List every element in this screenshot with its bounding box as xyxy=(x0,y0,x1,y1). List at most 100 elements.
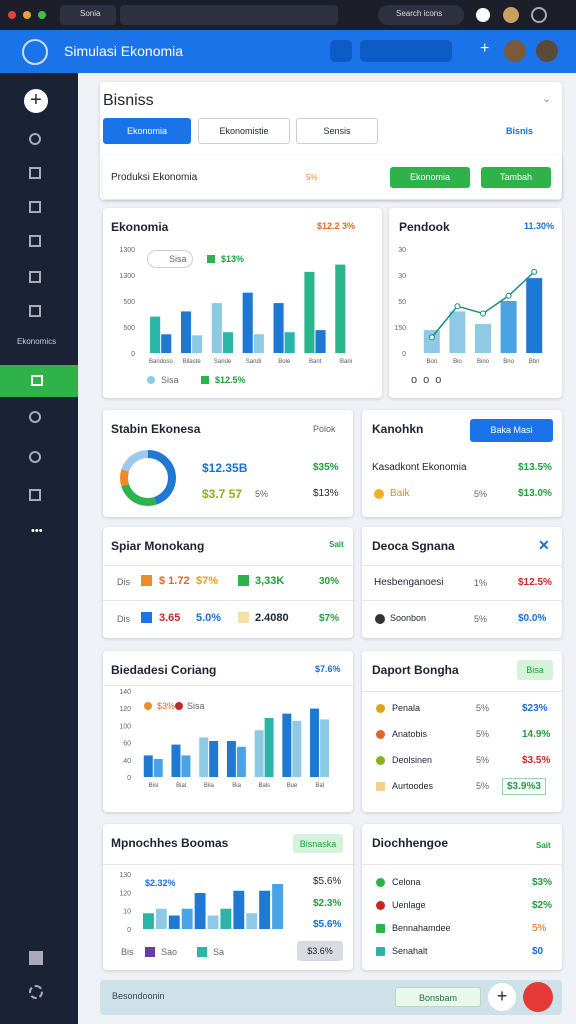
app-title: Simulasi Ekonomia xyxy=(64,43,184,59)
bar xyxy=(220,908,232,929)
y-axis-label: 1300 xyxy=(119,247,135,254)
x-tick-label: Bandoso xyxy=(149,359,173,365)
card-title: Diochhengoe xyxy=(372,836,449,850)
bar xyxy=(209,741,219,777)
header-link[interactable]: Bisnis xyxy=(506,126,534,136)
y-axis-label: 40 xyxy=(123,758,131,765)
donut-card: Stabin Ekonesa Polok $12.35B $35% $3.7 5… xyxy=(103,410,353,517)
x-tick-label: Bani xyxy=(340,359,352,365)
y-axis-label: 0 xyxy=(402,351,406,358)
window-max[interactable] xyxy=(38,11,46,19)
row-value: $0.0% xyxy=(518,613,547,624)
row-icon xyxy=(376,901,385,910)
y-axis-label: 120 xyxy=(119,706,131,713)
footer-label: Sisa xyxy=(161,375,179,385)
record-button[interactable] xyxy=(523,982,553,1012)
row-value: $0 xyxy=(532,946,544,957)
pager[interactable]: ooo xyxy=(411,374,448,386)
nav-icon[interactable] xyxy=(29,451,41,463)
row-value: 3,33K xyxy=(255,575,285,587)
row-label: Baik xyxy=(390,488,410,499)
bar xyxy=(500,301,517,353)
row-value: 5% xyxy=(476,781,490,791)
bar xyxy=(180,311,192,353)
x-tick-label: Bno xyxy=(503,359,514,365)
tab[interactable]: Ekonomia xyxy=(103,118,191,144)
nav-icon[interactable] xyxy=(29,411,41,423)
add-button[interactable]: + xyxy=(488,983,516,1011)
card-button[interactable]: Baka Masi xyxy=(470,419,553,442)
collapse-icon[interactable]: ⌄ xyxy=(542,93,552,105)
row-icon xyxy=(376,924,385,933)
x-tick-label: Bila xyxy=(204,783,215,789)
bar xyxy=(320,719,330,777)
row-value: $7% xyxy=(196,575,219,587)
bottom-chip[interactable]: Bonsbam xyxy=(395,987,481,1007)
marker-label: $2.32% xyxy=(145,878,176,888)
bar xyxy=(222,332,234,353)
new-button[interactable]: + xyxy=(24,89,48,113)
x-tick-label: Bia xyxy=(232,783,241,789)
nav-icon[interactable] xyxy=(29,235,41,247)
nav-icon[interactable] xyxy=(29,489,41,501)
row-label: Hesbenganoesi xyxy=(374,577,444,588)
add-icon[interactable]: + xyxy=(480,40,490,57)
card-title: Deoca Sgnana xyxy=(372,539,455,553)
x-tick-label: Bio xyxy=(453,359,462,365)
more-icon[interactable]: ••• xyxy=(31,525,43,537)
y-axis-label: 500 xyxy=(123,299,135,306)
chip[interactable]: Bisa xyxy=(517,660,553,680)
bar xyxy=(259,890,271,929)
toolbar-button[interactable]: Tambah xyxy=(481,167,551,188)
tab[interactable]: Ekonomistie xyxy=(198,118,290,144)
x-tick-label: Bial xyxy=(176,783,186,789)
toolbar-label: Produksi Ekonomia xyxy=(111,172,198,183)
nav-icon[interactable] xyxy=(29,951,43,965)
nav-icon[interactable] xyxy=(29,133,41,145)
search-chip[interactable]: Search icons xyxy=(396,9,443,18)
sidebar: + Ekonomics ••• xyxy=(0,73,78,1024)
x-tick-label: Bole xyxy=(278,359,291,365)
legend-label: $13% xyxy=(221,254,245,264)
value: $13% xyxy=(313,488,339,499)
nav-icon[interactable] xyxy=(29,201,41,213)
nav-icon[interactable] xyxy=(29,167,41,179)
avatar[interactable] xyxy=(536,40,558,62)
bar xyxy=(143,755,153,777)
window-close[interactable] xyxy=(8,11,16,19)
row-label: Anatobis xyxy=(392,729,428,739)
row-value: 5% xyxy=(476,729,490,739)
row-label: Dis xyxy=(117,614,130,624)
y-axis-label: 130 xyxy=(119,872,131,879)
y-axis-label: 30 xyxy=(398,273,406,280)
row-value: $ 1.72 xyxy=(159,575,190,587)
card-button[interactable]: Bisnaska xyxy=(293,834,343,853)
nav-icon[interactable] xyxy=(29,985,43,999)
app-header: Simulasi Ekonomia + xyxy=(0,30,576,73)
bar xyxy=(315,330,326,353)
tab-title[interactable]: Sonia xyxy=(80,9,101,18)
nav-icon[interactable] xyxy=(29,271,41,283)
close-icon[interactable]: ✕ xyxy=(538,537,550,553)
icon-group[interactable] xyxy=(360,40,452,62)
tab[interactable]: Sensis xyxy=(296,118,378,144)
bar xyxy=(168,915,180,929)
nav-icon[interactable] xyxy=(29,305,41,317)
card-title: Kanohkn xyxy=(372,422,424,436)
bar-chart: 1300 1300 500 500 0 Bandoso Bilaste Saride Sandi… xyxy=(119,247,352,365)
footer-label: Bis xyxy=(121,947,134,957)
avatar[interactable] xyxy=(503,7,519,23)
avatar[interactable] xyxy=(504,40,526,62)
y-axis-label: 500 xyxy=(123,325,135,332)
bar xyxy=(254,730,264,777)
window-min[interactable] xyxy=(23,11,31,19)
notification[interactable] xyxy=(476,8,490,22)
address-bar[interactable] xyxy=(120,5,338,25)
toolbar-button[interactable]: Ekonomia xyxy=(390,167,470,188)
badge: 11.30% xyxy=(524,221,555,231)
y-axis-label: 50 xyxy=(398,299,406,306)
nav-active[interactable] xyxy=(0,365,78,397)
icon-button[interactable] xyxy=(330,40,352,62)
settings[interactable] xyxy=(531,7,547,23)
bar xyxy=(181,908,193,929)
